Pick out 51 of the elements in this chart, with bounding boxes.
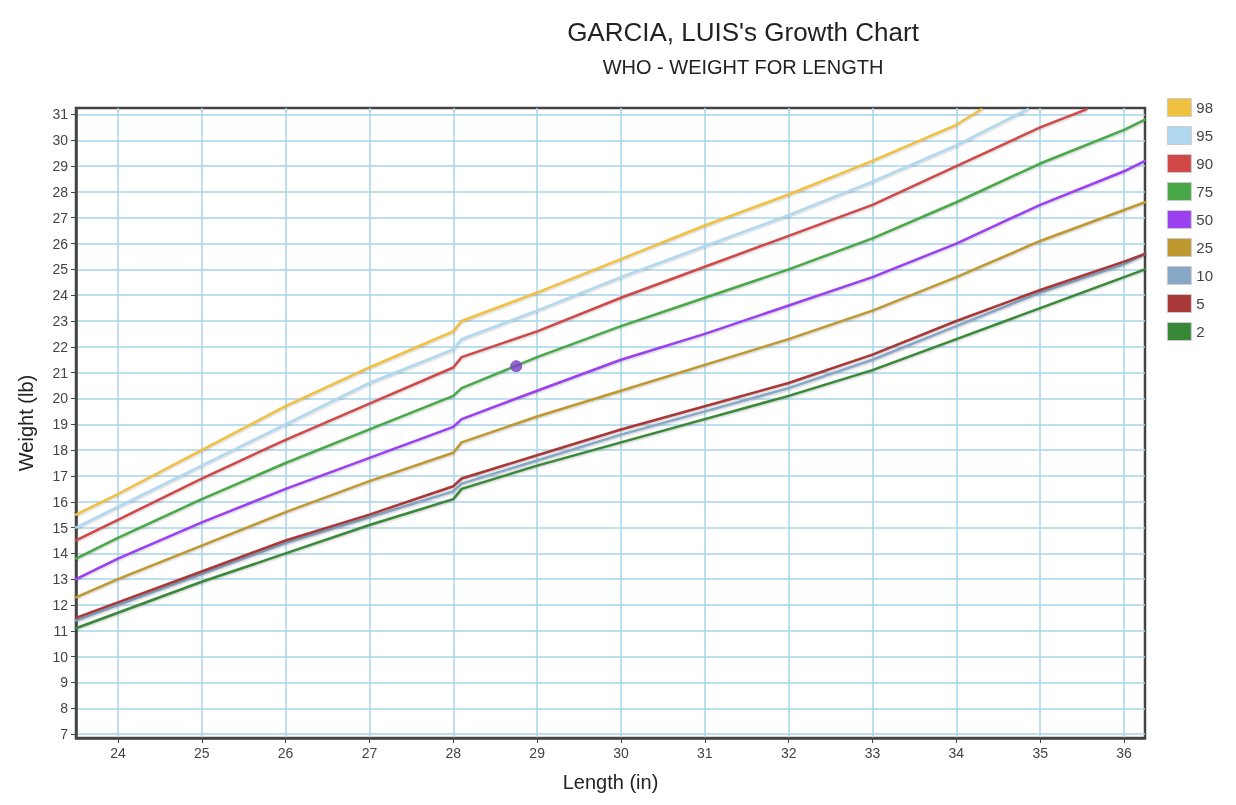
x-tick-label: 30 (613, 745, 629, 761)
x-tick-label: 28 (445, 745, 462, 761)
y-tick-label: 13 (52, 571, 69, 588)
x-tick-label: 26 (277, 745, 294, 761)
y-tick-label: 26 (52, 235, 69, 252)
legend-label: 98 (1196, 99, 1213, 116)
y-tick-label: 8 (60, 700, 69, 717)
y-tick-label: 16 (52, 493, 69, 510)
y-tick-label: 24 (52, 287, 69, 304)
y-tick-label: 17 (52, 467, 69, 484)
legend-label: 95 (1196, 127, 1213, 144)
y-tick-label: 27 (52, 209, 69, 226)
x-axis-title: Length (in) (562, 771, 659, 793)
y-tick-label: 14 (52, 545, 69, 562)
y-tick-label: 31 (52, 106, 69, 123)
y-axis-title: Weight (lb) (15, 374, 37, 472)
y-tick-label: 11 (53, 622, 69, 639)
chart-title: GARCIA, LUIS's Growth Chart (567, 17, 920, 47)
x-tick-label: 29 (529, 745, 546, 761)
legend-label: 90 (1196, 155, 1213, 172)
y-tick-label: 7 (60, 726, 69, 743)
x-tick-label: 32 (780, 745, 797, 761)
y-tick-label: 18 (52, 442, 69, 459)
y-tick-label: 30 (52, 132, 69, 149)
x-tick-label: 25 (193, 745, 210, 761)
y-tick-label: 25 (52, 261, 69, 278)
legend-label: 50 (1196, 211, 1213, 228)
x-tick-label: 34 (948, 745, 965, 761)
legend-label: 25 (1196, 239, 1213, 256)
y-tick-label: 20 (52, 390, 69, 407)
y-tick-label: 28 (52, 183, 69, 200)
legend-label: 75 (1196, 183, 1213, 200)
y-tick-label: 23 (52, 313, 69, 330)
legend-label: 10 (1196, 267, 1213, 284)
y-tick-label: 19 (52, 416, 69, 433)
x-tick-label: 35 (1032, 745, 1049, 761)
y-tick-label: 29 (52, 158, 69, 175)
y-tick-label: 15 (52, 519, 69, 536)
chart-subtitle: WHO - WEIGHT FOR LENGTH (602, 56, 884, 78)
y-tick-label: 21 (52, 364, 69, 381)
x-tick-label: 24 (110, 745, 126, 761)
legend-label: 5 (1196, 295, 1205, 312)
legend-label: 2 (1196, 323, 1205, 340)
x-tick-label: 36 (1116, 745, 1133, 761)
x-tick-label: 27 (361, 745, 378, 761)
y-tick-label: 22 (52, 338, 69, 355)
x-tick-label: 33 (864, 745, 881, 761)
y-tick-label: 12 (52, 597, 69, 614)
x-tick-label: 31 (697, 745, 713, 761)
y-tick-label: 9 (60, 674, 69, 691)
y-tick-label: 10 (52, 648, 69, 665)
